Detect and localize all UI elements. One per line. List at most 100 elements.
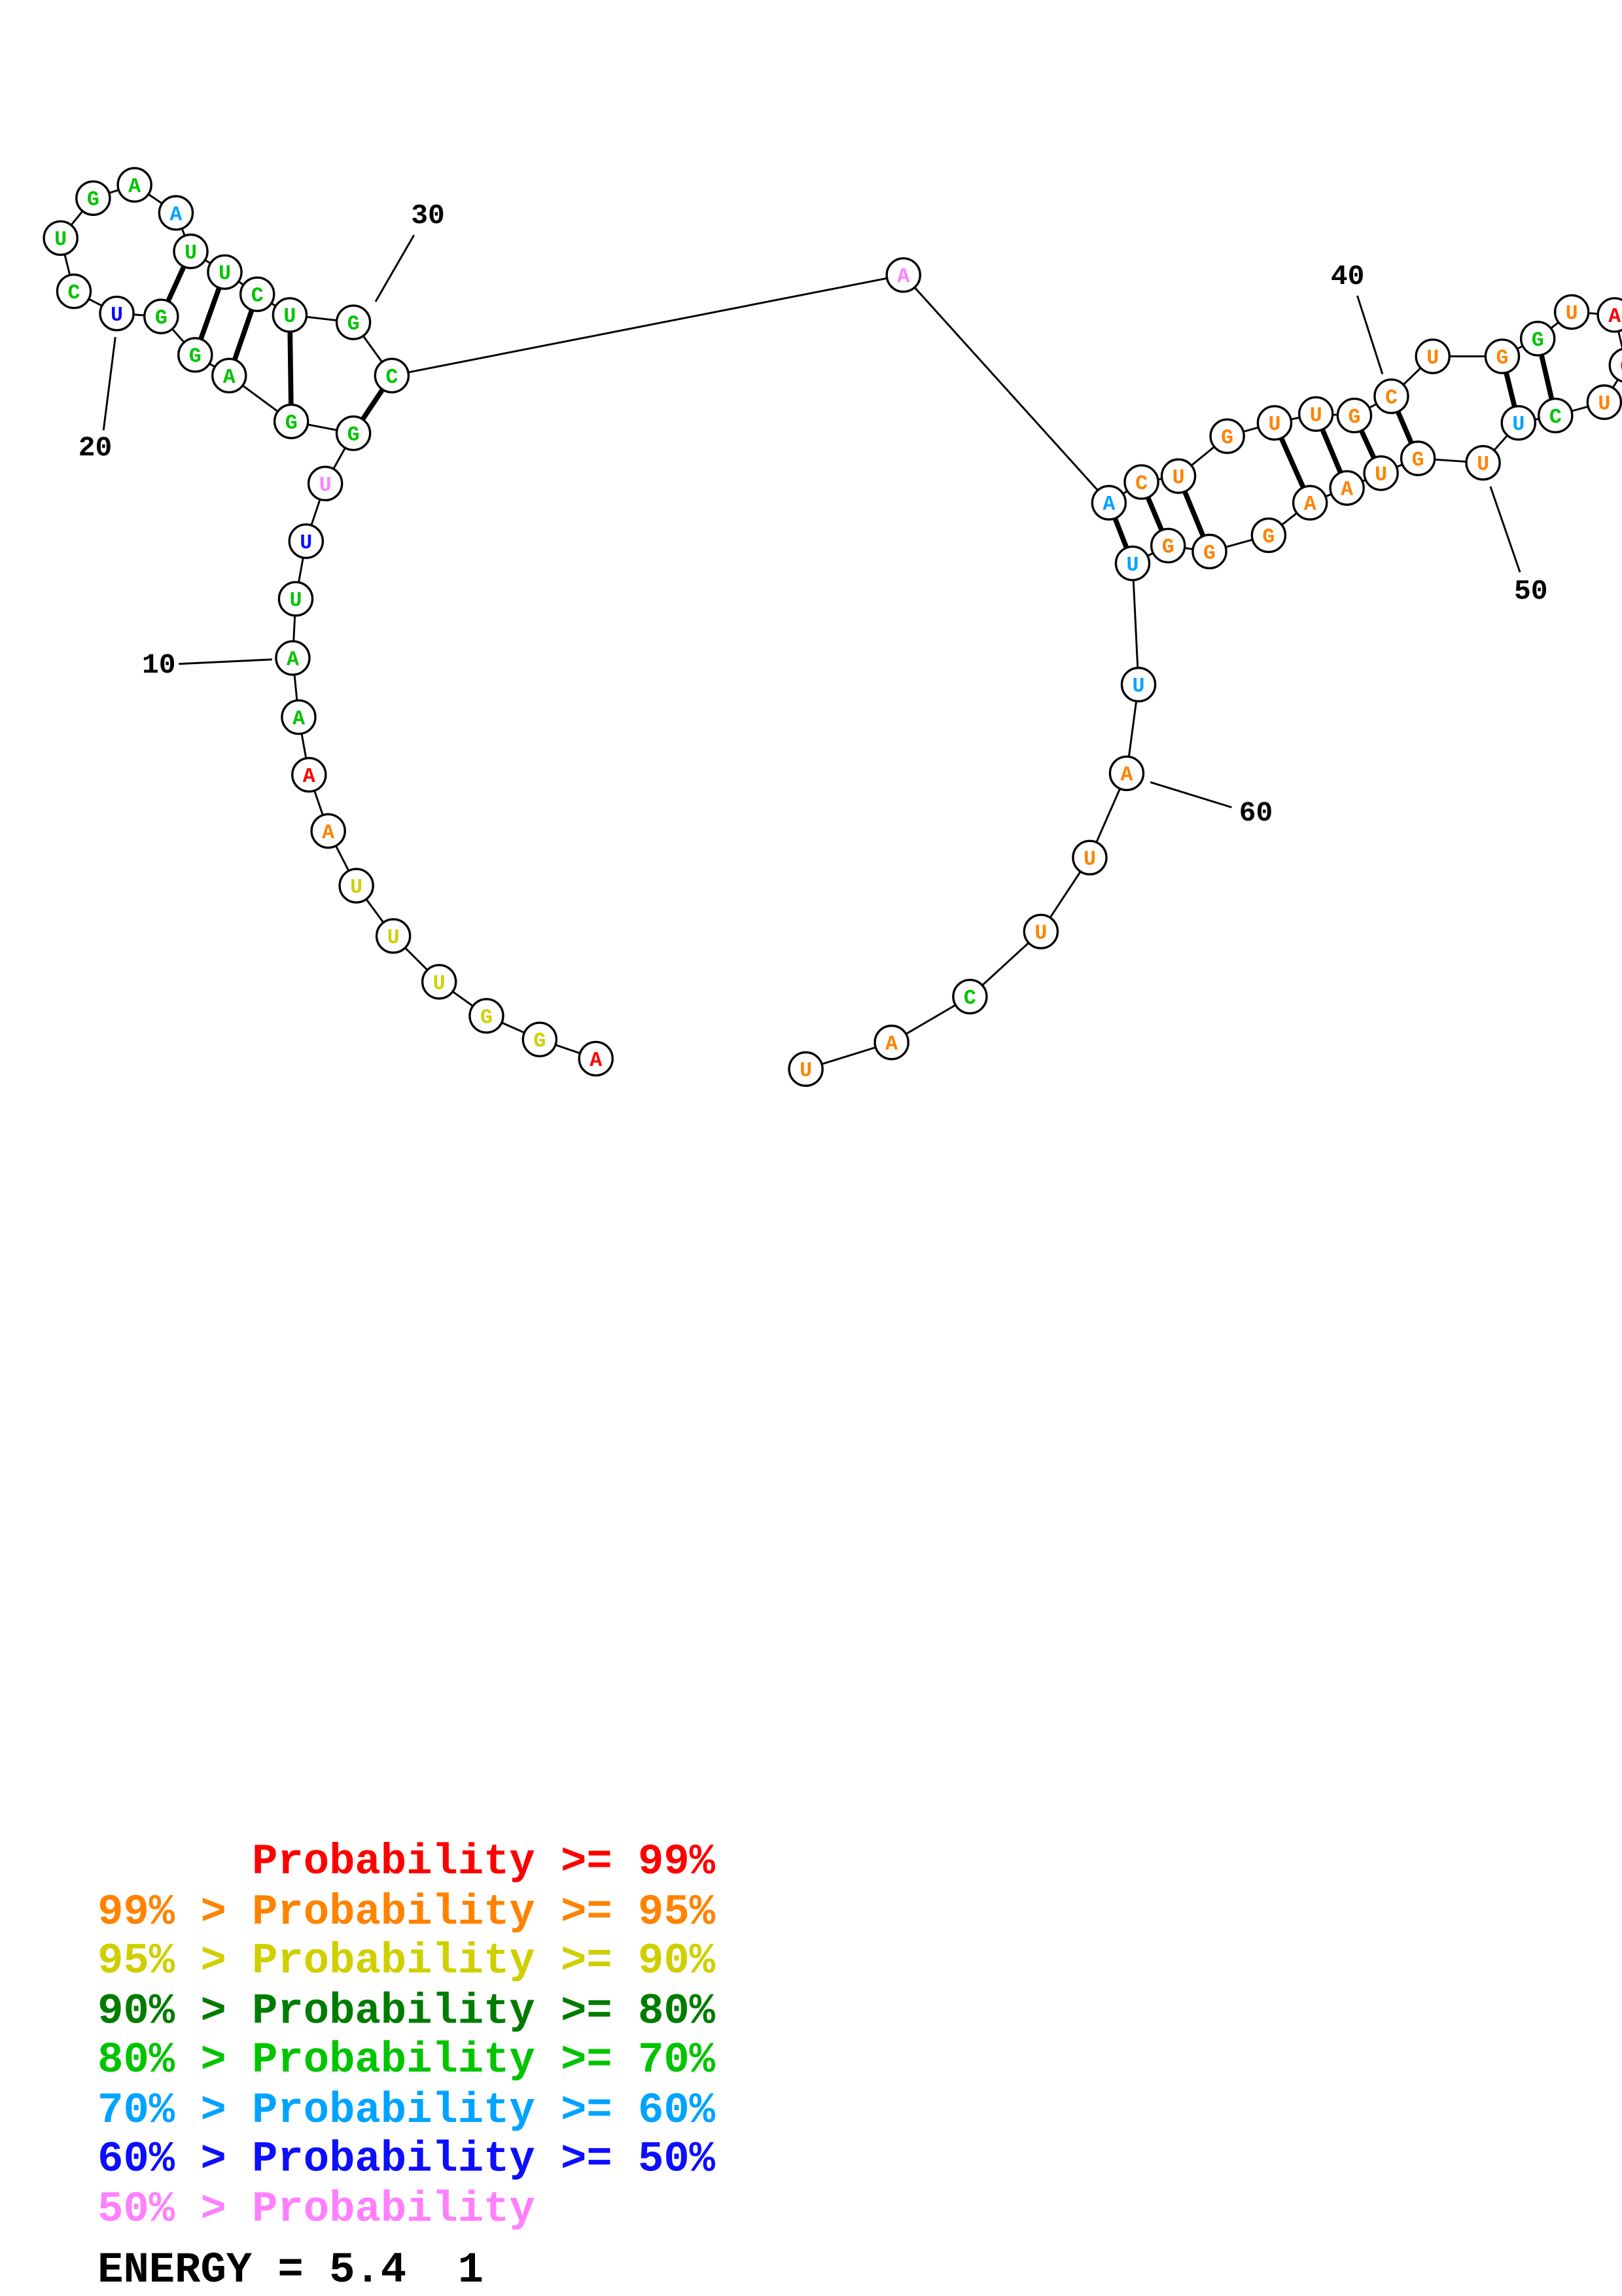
nucleotide: U	[207, 254, 243, 291]
legend-row-7: 60% > Probability >= 50%	[97, 2135, 716, 2184]
nucleotide-circle	[1160, 458, 1197, 494]
legend-row-4: 90% > Probability >= 80%	[97, 1987, 716, 2036]
nucleotide: U	[173, 233, 209, 270]
label-leader-line	[374, 234, 415, 302]
nucleotide-circle	[885, 257, 921, 293]
nucleotide-letter: C	[964, 987, 976, 1010]
nucleotide-letter: A	[303, 766, 315, 788]
nucleotide-circle	[116, 167, 152, 203]
nucleotide: G	[335, 415, 372, 451]
nucleotide-circle	[275, 640, 311, 676]
backbone-segment	[902, 274, 1110, 504]
nucleotide-letter: U	[1133, 675, 1145, 698]
nucleotide-letter: U	[1034, 923, 1047, 945]
nucleotide: G	[1250, 517, 1287, 554]
nucleotide: U	[1586, 384, 1622, 420]
label-leader-line	[1150, 781, 1232, 809]
position-number-label: 30	[411, 200, 445, 232]
nucleotide-letter: C	[67, 282, 80, 305]
nucleotide: A	[1329, 470, 1365, 506]
nucleotide-circle	[1500, 405, 1537, 441]
nucleotide-letter: U	[800, 1060, 812, 1083]
backbone-segment	[1131, 563, 1140, 685]
nucleotide-circle	[1596, 297, 1622, 333]
nucleotide-circle	[788, 1051, 824, 1087]
nucleotide: C	[952, 978, 988, 1015]
label-leader-line	[179, 658, 272, 665]
legend-row-1: Probability >= 99%	[97, 1837, 716, 1887]
nucleotide-letter: G	[1532, 329, 1544, 352]
nucleotide: U	[1120, 667, 1157, 703]
nucleotide-letter: U	[1084, 849, 1096, 872]
nucleotide-circle	[1292, 485, 1328, 521]
nucleotide-letter: A	[1608, 306, 1621, 328]
nucleotide: G	[143, 298, 179, 334]
nucleotide-letter: A	[1102, 493, 1115, 516]
nucleotide-circle	[338, 868, 374, 904]
nucleotide-letter: G	[285, 412, 298, 435]
nucleotide: U	[277, 580, 314, 617]
nucleotide-circle	[1519, 321, 1556, 357]
nucleotide-circle	[1250, 517, 1287, 554]
nucleotide: A	[211, 357, 247, 394]
nucleotide: U	[1500, 405, 1537, 441]
nucleotide-letter: U	[350, 876, 362, 899]
position-number-label: 20	[79, 432, 113, 464]
nucleotide: U	[1072, 839, 1108, 875]
nucleotide-letter: U	[1512, 414, 1525, 436]
nucleotide-letter: G	[347, 424, 360, 447]
nucleotide-circle	[521, 1021, 558, 1057]
nucleotide-circle	[1108, 755, 1145, 792]
nucleotide-letter: G	[1221, 427, 1233, 450]
nucleotide: G	[1400, 440, 1436, 476]
nucleotide-letter: U	[289, 590, 302, 612]
nucleotide: U	[99, 295, 135, 332]
nucleotide: C	[1538, 397, 1574, 434]
legend-row-5: 80% > Probability >= 70%	[97, 2036, 716, 2085]
nucleotide-letter: A	[590, 1050, 602, 1072]
nucleotide: U	[375, 918, 412, 954]
nucleotide-circle	[1329, 470, 1365, 506]
nucleotide: U	[1256, 405, 1293, 441]
nucleotide-letter: G	[155, 307, 167, 330]
nucleotide-circle	[173, 233, 209, 270]
nucleotide: U	[788, 1051, 824, 1087]
nucleotide: C	[1123, 464, 1159, 500]
nucleotide-letter: A	[322, 822, 334, 845]
nucleotide-circle	[1415, 338, 1451, 374]
nucleotide: C	[374, 357, 410, 394]
nucleotide: U	[1363, 455, 1399, 491]
nucleotide-circle	[1586, 384, 1622, 420]
nucleotide-circle	[211, 357, 247, 394]
nucleotide: C	[239, 276, 275, 312]
position-number-label: 40	[1331, 260, 1365, 292]
nucleotide-letter: U	[387, 927, 400, 949]
position-number-label: 60	[1239, 797, 1273, 829]
nucleotide-circle	[1608, 347, 1622, 383]
nucleotide-letter: G	[1203, 542, 1216, 565]
nucleotide: A	[1596, 297, 1622, 333]
nucleotide-letter: A	[897, 266, 909, 289]
nucleotide-letter: U	[283, 306, 296, 328]
nucleotide-circle	[1363, 455, 1399, 491]
nucleotide-letter: G	[347, 313, 360, 336]
nucleotide-letter: C	[251, 285, 264, 308]
nucleotide-letter: A	[287, 648, 299, 671]
nucleotide-circle	[273, 403, 309, 440]
nucleotide-letter: U	[1566, 303, 1578, 326]
nucleotide-letter: G	[87, 189, 99, 212]
nucleotide-circle	[1191, 533, 1227, 570]
nucleotide: A	[1091, 485, 1127, 521]
nucleotide-letter: U	[1127, 554, 1139, 577]
nucleotide: G	[1209, 418, 1245, 454]
nucleotide-circle	[1297, 396, 1334, 432]
nucleotide-letter: C	[1135, 473, 1148, 496]
nucleotide-circle	[1072, 839, 1108, 875]
nucleotide-circle	[291, 756, 327, 793]
nucleotide-circle	[468, 998, 504, 1034]
nucleotide: U	[338, 868, 374, 904]
nucleotide-letter: U	[185, 242, 197, 265]
nucleotide: U	[307, 465, 344, 502]
